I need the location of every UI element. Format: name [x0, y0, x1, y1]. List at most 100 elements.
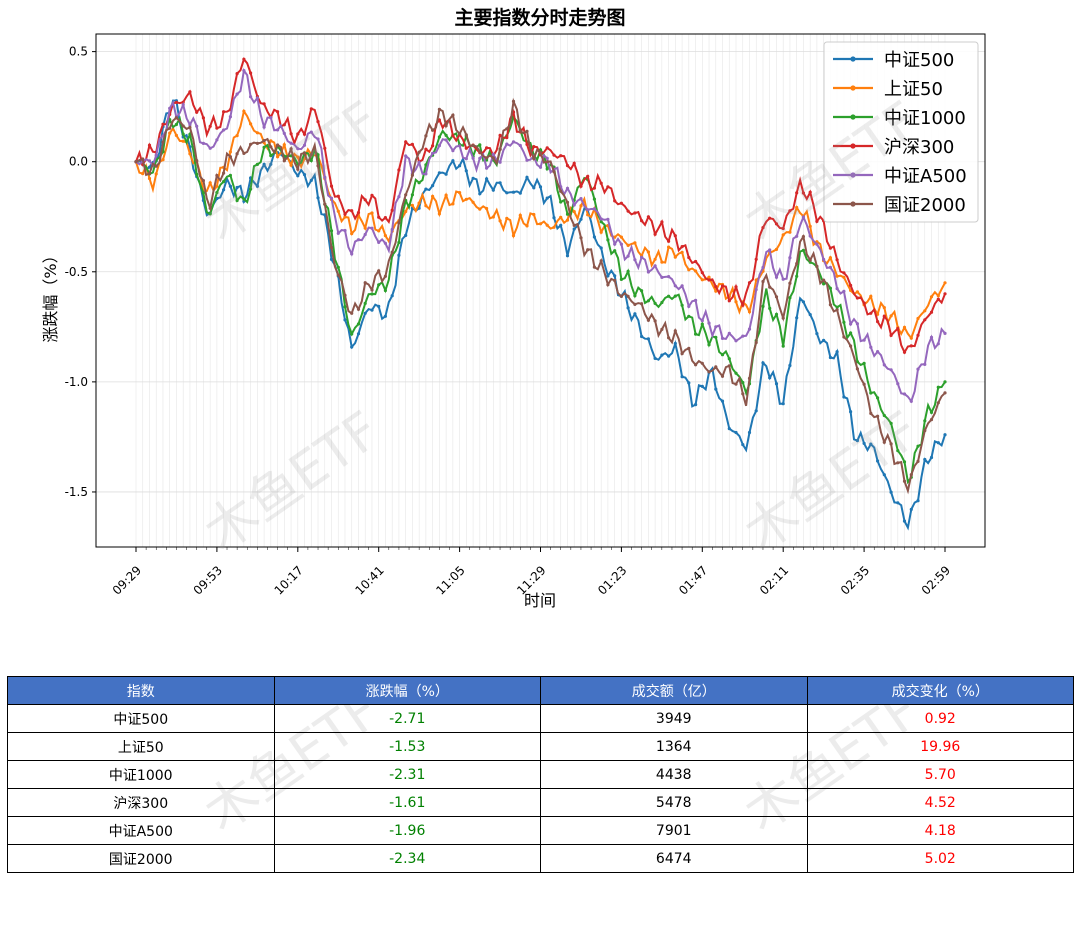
series-point [754, 257, 758, 261]
series-point [943, 391, 947, 395]
series-point [437, 107, 441, 111]
series-point [828, 355, 833, 360]
series-point [451, 159, 455, 163]
series-point [916, 367, 920, 371]
series-point [646, 299, 651, 303]
volume-cell: 4438 [540, 760, 808, 789]
y-tick-label: -1.5 [65, 485, 88, 499]
series-point [849, 322, 853, 326]
series-point [781, 226, 785, 231]
series-point [228, 173, 232, 177]
series-point [882, 363, 886, 367]
series-point [363, 281, 367, 285]
series-point [464, 146, 468, 150]
series-point [323, 202, 327, 206]
series-point [141, 172, 145, 176]
series-point [788, 230, 792, 234]
series-point [471, 200, 475, 204]
series-point [404, 140, 408, 144]
series-point [936, 342, 940, 346]
series-point [276, 155, 280, 159]
series-point [579, 236, 583, 240]
series-point [464, 169, 468, 173]
series-point [289, 163, 293, 167]
series-point [498, 147, 502, 151]
series-point [687, 381, 691, 385]
series-point [383, 314, 387, 318]
series-point [815, 332, 819, 336]
series-point [714, 285, 718, 289]
series-point [727, 364, 731, 368]
series-point [532, 157, 536, 161]
series-point [606, 238, 610, 242]
series-point [383, 288, 387, 293]
volume-change-cell: 4.52 [806, 788, 1074, 817]
table-row: 国证2000 -2.34 6474 5.02 [7, 844, 1074, 873]
series-point [707, 275, 711, 279]
series-point [741, 303, 745, 307]
series-point [680, 245, 684, 249]
series-point [201, 116, 205, 120]
y-tick-label: -0.5 [65, 265, 88, 279]
series-point [437, 212, 441, 216]
series-point [545, 167, 549, 171]
series-point [397, 168, 401, 172]
series-point [902, 460, 907, 464]
series-point [936, 294, 940, 298]
index-summary-table: 指数 涨跌幅（%） 成交额（亿） 成交变化（%） 中证500 -2.71 394… [7, 676, 1074, 873]
legend-marker [850, 56, 856, 62]
series-point [774, 382, 779, 386]
series-point [849, 331, 853, 335]
series-point [687, 255, 691, 260]
x-axis-label: 时间 [524, 591, 556, 610]
series-point [302, 173, 307, 177]
series-point [646, 215, 651, 219]
series-point [478, 192, 482, 196]
series-point [673, 329, 677, 333]
series-point [296, 147, 300, 151]
series-point [849, 344, 853, 348]
series-point [424, 163, 428, 167]
series-point [909, 399, 913, 403]
series-point [606, 185, 610, 189]
series-point [485, 166, 489, 170]
series-point [869, 391, 873, 395]
series-point [781, 402, 785, 406]
series-point [390, 227, 394, 232]
series-point [195, 110, 199, 114]
series-point [329, 229, 334, 233]
series-point [188, 125, 192, 129]
series-point [774, 275, 779, 279]
series-point [943, 433, 947, 437]
series-point [134, 160, 138, 164]
legend-label: 中证A500 [884, 166, 967, 187]
series-point [842, 289, 846, 293]
series-point [694, 332, 698, 336]
series-point [936, 441, 940, 445]
index-name-cell: 沪深300 [7, 788, 275, 817]
series-point [242, 197, 246, 201]
series-point [424, 147, 428, 151]
series-point [565, 218, 570, 222]
series-point [862, 338, 866, 342]
series-point [249, 187, 253, 191]
series-point [876, 320, 880, 324]
series-point [923, 457, 927, 462]
series-point [896, 327, 900, 331]
series-point [269, 162, 273, 166]
index-name-cell: 上证50 [7, 732, 275, 761]
series-point [201, 141, 205, 145]
series-point [667, 245, 671, 249]
series-point [768, 216, 772, 220]
series-point [869, 311, 873, 315]
series-point [269, 154, 273, 158]
series-point [552, 225, 556, 229]
series-point [383, 241, 387, 245]
series-point [714, 289, 718, 293]
series-point [498, 181, 502, 185]
series-point [936, 297, 940, 301]
series-point [538, 165, 543, 169]
series-point [747, 430, 752, 435]
series-point [464, 197, 468, 201]
series-point [788, 281, 792, 285]
